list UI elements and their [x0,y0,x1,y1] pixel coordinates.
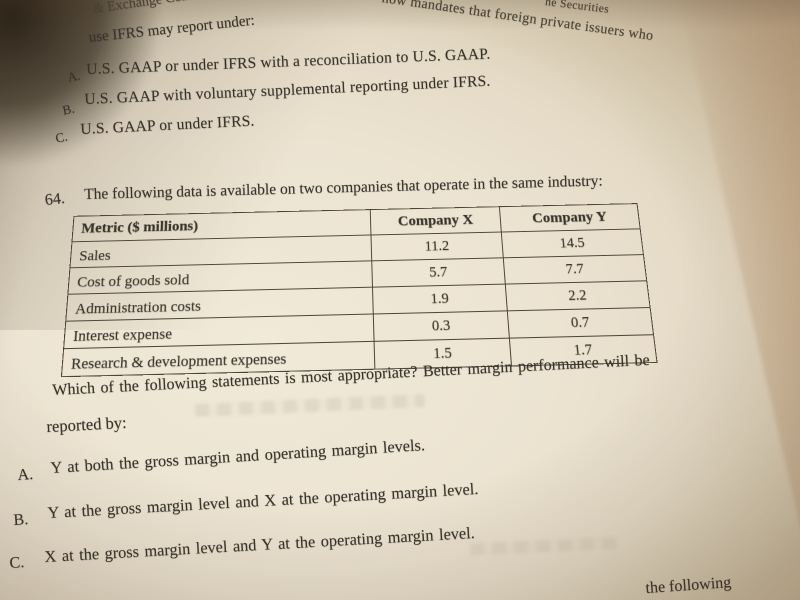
prev-option-c-text: U.S. GAAP or under IFRS. [80,112,255,138]
prev-option-b-label: B. [61,100,76,118]
row-value-x: 5.7 [371,257,506,288]
page-edge-tan [660,0,800,600]
ink-showthrough [194,393,426,418]
option-a-text: Y at both the gross margin and operating… [50,435,426,477]
partial-line-securities: he Securities [544,0,610,16]
partial-line-following: the following [645,574,732,597]
row-value-x: 11.2 [370,232,504,261]
row-value-x: 0.3 [373,310,510,342]
question-intro: The following data is available on two c… [84,172,603,203]
prev-option-b-text: U.S. GAAP with voluntary supplemental re… [84,72,491,108]
header-company-x: Company X [370,206,502,235]
option-c-label: C. [9,553,25,572]
row-value-y: 14.5 [501,228,644,258]
partial-line-exchange: & Exchange Commi [92,0,209,17]
row-value-x: 1.9 [372,284,508,314]
option-b-text: Y at the gross margin level and X at the… [47,478,479,522]
ink-showthrough [469,536,621,556]
header-company-y: Company Y [499,203,641,233]
partial-line-mandates: now mandates that foreign private issuer… [380,0,655,44]
option-a-label: A. [17,465,34,484]
question-number: 64. [44,189,66,209]
prev-option-a-text: U.S. GAAP or under IFRS with a reconcili… [86,45,491,78]
company-data-table: Metric ($ millions) Company X Company Y … [60,203,658,378]
row-value-y: 0.7 [507,307,654,339]
option-c-text: X at the gross margin level and Y at the… [44,522,476,566]
row-value-y: 2.2 [505,280,651,311]
option-b-label: B. [13,510,29,529]
row-value-y: 7.7 [503,254,647,285]
question-stem-line2: reported by: [46,412,128,436]
partial-line-use-ifrs: use IFRS may report under: [88,12,256,46]
prev-option-c-label: C. [54,128,69,146]
prev-option-a-label: A. [66,67,82,85]
